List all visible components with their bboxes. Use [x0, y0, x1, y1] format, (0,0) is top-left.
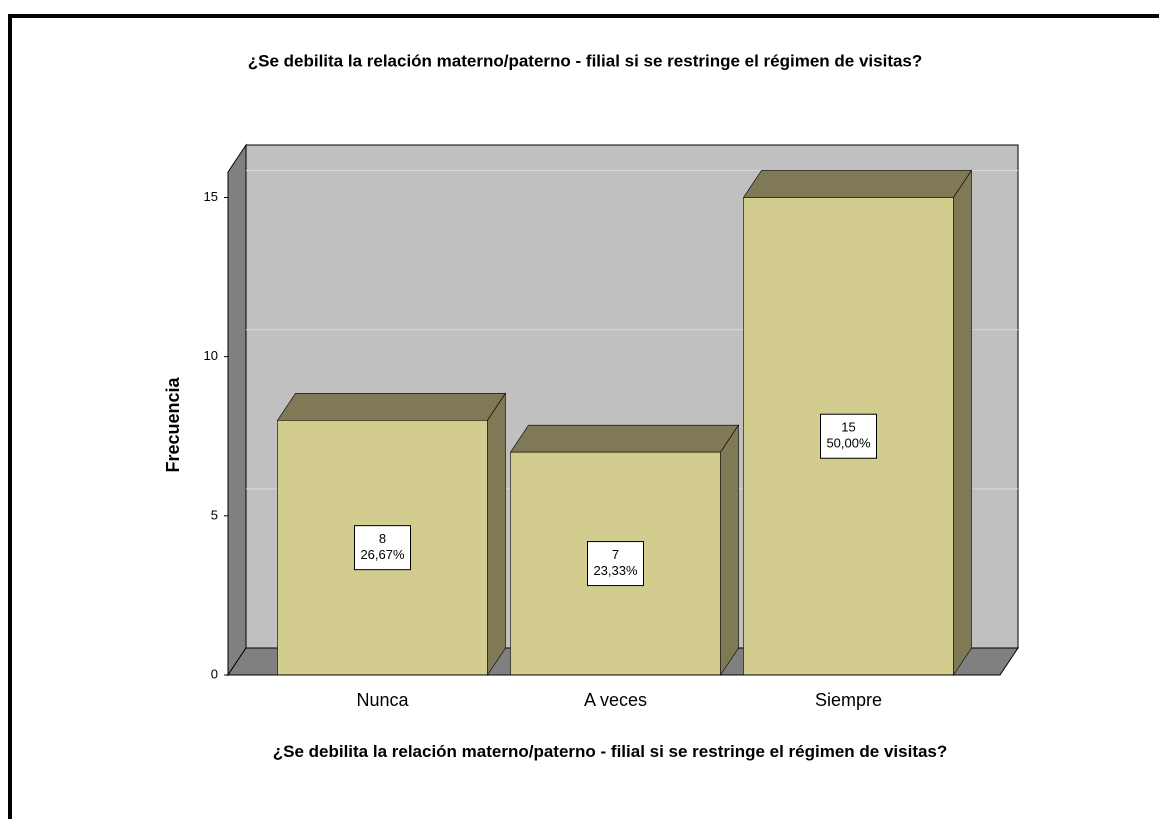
percentage-label: 50,00% — [826, 436, 871, 451]
x-tick-label: Siempre — [815, 690, 882, 710]
data-label-box — [587, 541, 644, 587]
percentage-label: 23,33% — [593, 563, 638, 578]
bar-side — [953, 169, 972, 676]
y-tick-label: 10 — [204, 348, 218, 363]
percentage-label: 26,67% — [360, 547, 405, 562]
bar-top — [742, 170, 973, 198]
data-label: 7 — [612, 547, 619, 562]
bar-top — [509, 424, 740, 453]
bar-top — [276, 393, 507, 421]
x-axis-label: ¿Se debilita la relación materno/paterno… — [272, 742, 948, 761]
y-tick-label: 0 — [211, 666, 218, 681]
y-axis-label: Frecuencia — [163, 376, 183, 472]
x-tick-label: A veces — [584, 690, 647, 710]
data-label: 15 — [841, 420, 855, 435]
frame — [8, 14, 1159, 819]
y-tick-label: 5 — [211, 507, 218, 522]
y-tick-label: 15 — [204, 189, 218, 204]
x-tick-label: Nunca — [356, 690, 409, 710]
side-wall — [227, 143, 247, 677]
chart-title: ¿Se debilita la relación materno/paterno… — [248, 51, 923, 70]
bar-side — [720, 424, 739, 676]
data-label-box — [354, 525, 411, 571]
bar-side — [487, 392, 506, 676]
data-label-box — [820, 413, 877, 459]
data-label: 8 — [379, 531, 386, 546]
